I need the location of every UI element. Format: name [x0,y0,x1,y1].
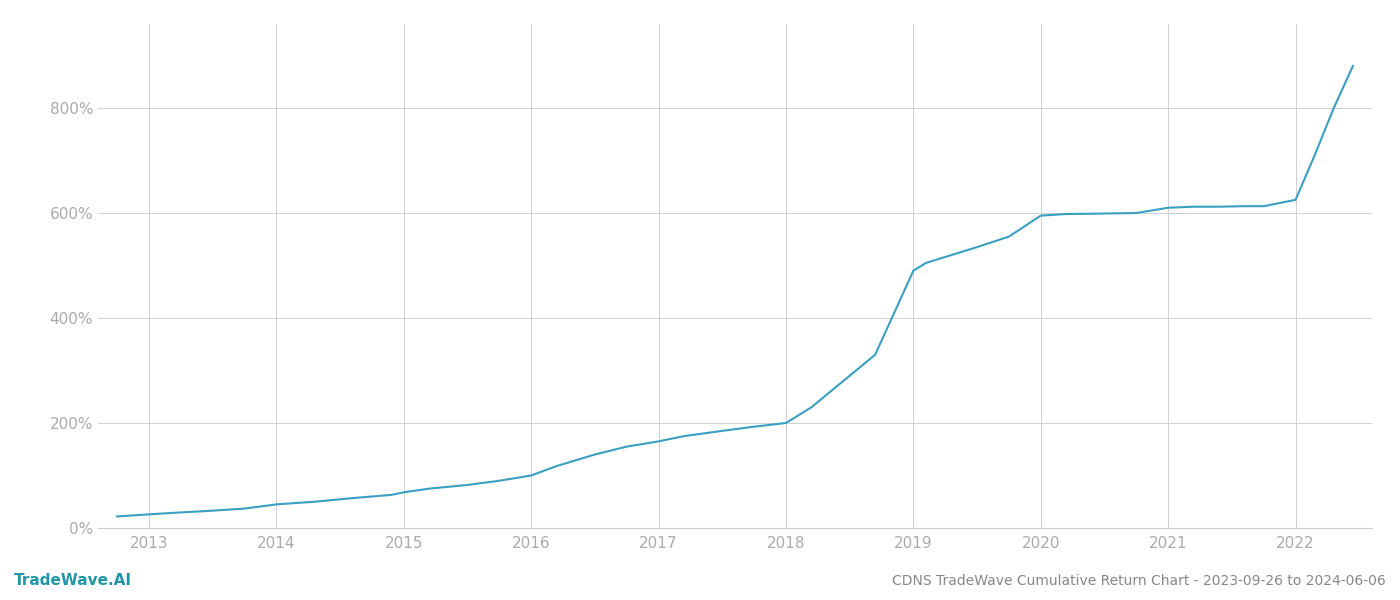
Text: TradeWave.AI: TradeWave.AI [14,573,132,588]
Text: CDNS TradeWave Cumulative Return Chart - 2023-09-26 to 2024-06-06: CDNS TradeWave Cumulative Return Chart -… [892,574,1386,588]
